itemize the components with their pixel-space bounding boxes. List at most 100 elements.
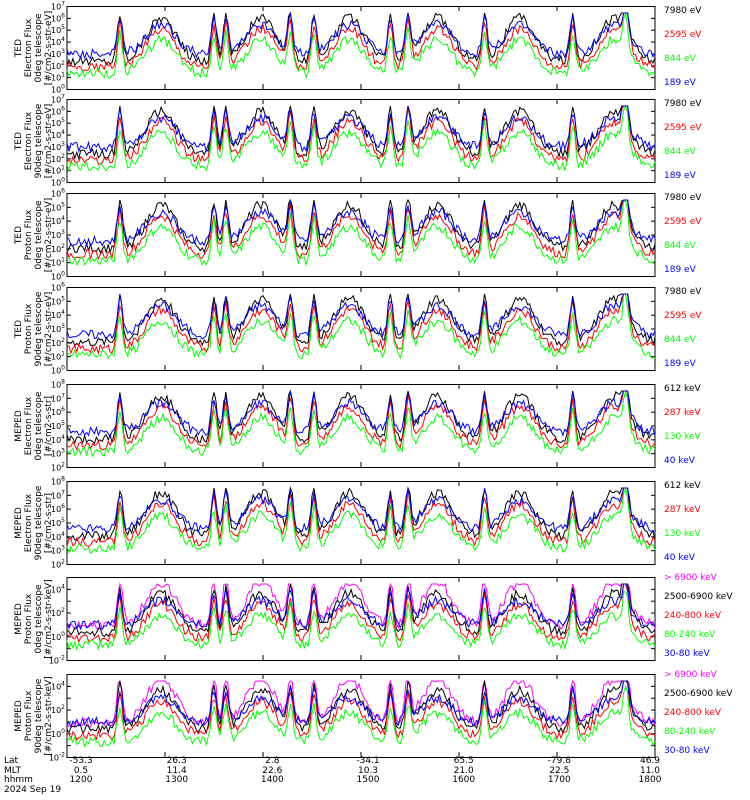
legend-entry: 40 keV (664, 553, 695, 563)
legend-entry: 2595 eV (664, 311, 702, 321)
legend-entry: 189 eV (664, 171, 696, 181)
series-line (66, 293, 656, 360)
legend-entry: 2595 eV (664, 30, 702, 40)
y-tick-label: 103 (51, 48, 65, 59)
series-line (66, 293, 656, 347)
panel-plot: 102 103 104 105 106 107 108 (51, 476, 656, 570)
y-tick-label: 102 (51, 462, 65, 473)
legend-entry: 130 keV (664, 432, 701, 442)
series-line (66, 12, 656, 79)
series-line (66, 583, 656, 644)
footer-mlt-3: 10.3 (357, 765, 379, 776)
legend-entry: 844 eV (664, 147, 696, 157)
series-line (66, 293, 656, 355)
footer-hhmm-4: 1600 (452, 775, 476, 785)
series-line (66, 11, 656, 67)
y-tick-label: 103 (51, 448, 65, 459)
y-tick-label: 106 (51, 503, 65, 514)
legend-entry: 287 keV (664, 505, 701, 515)
legend: 612 keV 287 keV 130 keV 40 keV (664, 481, 748, 564)
chart-panel-2: TED Electron Flux 90deg telescope [#/cm2-s-… (0, 94, 750, 190)
legend: 7980 eV 2595 eV 844 eV 189 eV (664, 193, 748, 276)
legend-entry: 7980 eV (664, 287, 702, 297)
y-tick-label: 104 (51, 434, 65, 445)
series-line (66, 684, 656, 748)
y-tick-label: 101 (51, 257, 65, 268)
legend-entry: 40 keV (664, 456, 695, 466)
y-tick-label: 104 (51, 583, 65, 594)
legend-entry: 2500-6900 keV (664, 689, 733, 699)
y-tick-label: 104 (51, 309, 65, 320)
y-tick-label: 106 (51, 282, 65, 293)
y-tick-label: 100 (51, 365, 65, 376)
y-tick-label: 104 (51, 129, 65, 140)
y-tick-label: 101 (51, 165, 65, 176)
legend-entry: 844 eV (664, 335, 696, 345)
y-tick-label: 10-2 (49, 752, 65, 763)
series-line (66, 199, 656, 261)
legend-entry: 240-800 keV (664, 708, 722, 718)
chart-panel-7: MEPED Proton Flux 0deg telescope [#/cm2-s-s… (0, 573, 750, 668)
y-tick-label: 105 (51, 420, 65, 431)
y-tick-label: 100 (51, 728, 65, 739)
series-line (66, 680, 656, 728)
legend-entry: 2500-6900 keV (664, 592, 733, 602)
y-tick-label: 106 (51, 406, 65, 417)
footer-mlt-5: 22.5 (549, 765, 570, 776)
panel-plot: 100 101 102 103 104 105 106 (51, 282, 656, 376)
y-tick-label: 103 (51, 141, 65, 152)
y-tick-label: 105 (51, 24, 65, 35)
y-tick-label: 104 (51, 531, 65, 542)
y-tick-label: 100 (51, 84, 65, 95)
legend-entry: 80-240 keV (664, 630, 716, 640)
legend-entry: > 6900 keV (664, 573, 717, 583)
x-axis-footer: Lat MLT hhmm 2024 Sep 19 -53.3 26.3 2.8 … (0, 756, 750, 800)
footer-lat-4: 65.5 (453, 756, 474, 766)
footer-lat-6: 46.9 (639, 756, 661, 766)
footer-mlt-4: 21.0 (453, 765, 474, 776)
footer-lat-1: 26.3 (166, 756, 187, 766)
series-line (66, 198, 656, 267)
footer-hhmm-3: 1500 (356, 775, 380, 785)
y-tick-label: 104 (51, 680, 65, 691)
panel-plot: 100 101 102 103 104 105 106 (51, 188, 656, 282)
footer-label-mlt: MLT (4, 765, 22, 776)
legend-entry: 287 keV (664, 408, 701, 418)
y-tick-label: 105 (51, 117, 65, 128)
legend-entry: 130 keV (664, 529, 701, 539)
footer-lat-2: 2.8 (265, 756, 280, 766)
legend-entry: 189 eV (664, 359, 696, 369)
footer-lat-0: -53.3 (69, 756, 93, 766)
legend-entry: 189 eV (664, 265, 696, 275)
footer-mlt-1: 11.4 (166, 765, 187, 776)
y-tick-label: 107 (51, 392, 65, 403)
legend-entry: 612 keV (664, 384, 701, 394)
y-tick-label: 108 (51, 476, 65, 487)
panel-plot: 10-2 100 102 104 (49, 577, 656, 666)
footer-hhmm-0: 1200 (69, 775, 93, 785)
series-line (66, 583, 656, 631)
series-line (66, 199, 656, 247)
legend: 7980 eV 2595 eV 844 eV 189 eV (664, 6, 748, 89)
y-tick-label: 10-2 (49, 655, 65, 666)
series-line (66, 12, 656, 60)
series-line (66, 293, 656, 340)
y-tick-label: 103 (51, 323, 65, 334)
legend-entry: 844 eV (664, 241, 696, 251)
legend-entry: 7980 eV (664, 193, 702, 203)
chart-panel-3: TED Proton Flux 0deg telescope [#/cm2-s-str… (0, 188, 750, 284)
legend: 612 keV 287 keV 130 keV 40 keV (664, 384, 748, 467)
series-line (66, 105, 656, 166)
y-tick-label: 100 (51, 177, 65, 188)
legend-entry: 7980 eV (664, 99, 702, 109)
footer-date: 2024 Sep 19 (4, 784, 62, 795)
y-tick-label: 107 (51, 1, 65, 12)
panel-plot: 102 103 104 105 106 107 108 (51, 379, 656, 473)
series-line (66, 680, 656, 735)
plot-frame (66, 287, 656, 371)
legend-entry: 30-80 keV (664, 649, 710, 659)
legend-entry: > 6900 keV (664, 670, 717, 680)
y-tick-label: 107 (51, 94, 65, 105)
